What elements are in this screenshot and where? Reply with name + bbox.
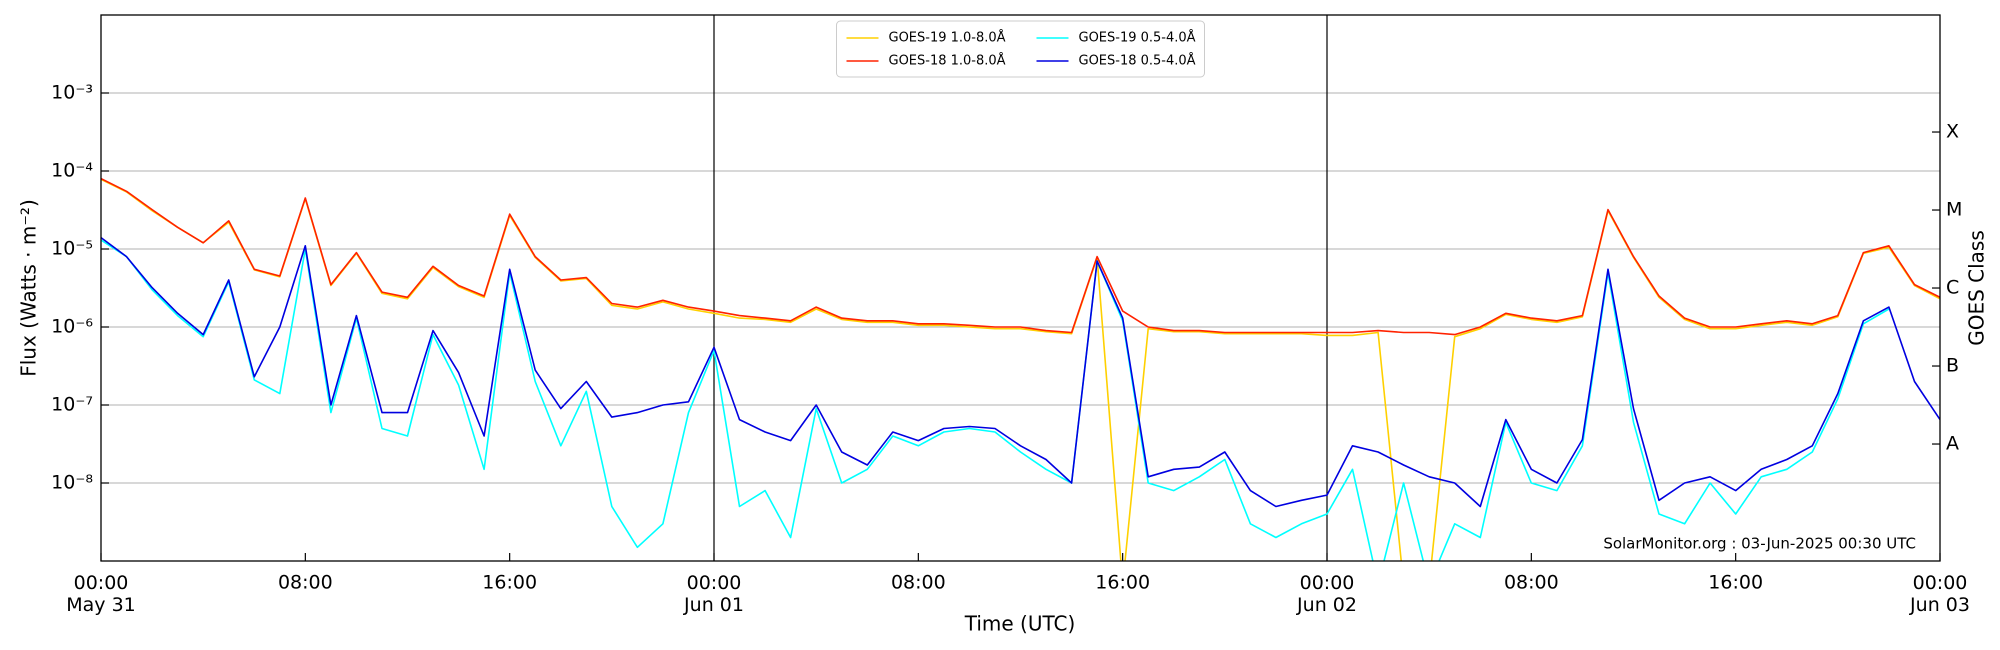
y-axis-label: Flux (Watts · m⁻²) — [17, 199, 41, 377]
x-tick-label: 16:00 — [482, 572, 537, 594]
legend-label: GOES-18 0.5-4.0Å — [1079, 53, 1196, 69]
x-tick-label: 00:00 Jun 01 — [683, 572, 744, 616]
y2-tick-label: A — [1946, 433, 1959, 455]
x-tick-label: 00:00 Jun 02 — [1296, 572, 1357, 616]
y-tick-label: 10⁻⁷ — [51, 394, 93, 416]
x-tick-label: 08:00 — [1504, 572, 1559, 594]
series-line — [101, 236, 1940, 508]
y-tick-label: 10⁻⁴ — [51, 160, 93, 182]
series-line — [101, 239, 1890, 561]
x-tick-label: 08:00 — [278, 572, 333, 594]
y2-tick-label: C — [1946, 277, 1959, 299]
watermark: SolarMonitor.org : 03-Jun-2025 00:30 UTC — [1603, 535, 1916, 553]
y2-tick-label: M — [1946, 199, 1962, 221]
y2-tick-label: B — [1946, 355, 1959, 377]
x-tick-label: 16:00 — [1708, 572, 1763, 594]
series-line — [101, 177, 1940, 336]
plot-frame — [100, 14, 1941, 562]
x-axis-label: Time (UTC) — [964, 612, 1076, 636]
legend-label: GOES-18 1.0-8.0Å — [889, 53, 1006, 69]
x-tick-label: 08:00 — [891, 572, 946, 594]
legend-label: GOES-19 1.0-8.0Å — [889, 30, 1006, 46]
legend-frame — [836, 20, 1205, 78]
x-tick-label: 00:00 May 31 — [66, 572, 136, 616]
legend-label: GOES-19 0.5-4.0Å — [1079, 30, 1196, 46]
y-tick-label: 10⁻⁶ — [51, 316, 93, 338]
x-tick-label: 00:00 Jun 03 — [1909, 572, 1970, 616]
y-tick-label: 10⁻⁵ — [51, 238, 93, 260]
y2-tick-label: X — [1946, 121, 1959, 143]
x-tick-label: 16:00 — [1095, 572, 1150, 594]
plot-area — [101, 177, 1940, 561]
y-tick-label: 10⁻³ — [51, 82, 93, 104]
y-tick-label: 10⁻⁸ — [51, 472, 93, 494]
series-line — [101, 178, 1940, 561]
y2-axis-label: GOES Class — [1965, 230, 1989, 346]
